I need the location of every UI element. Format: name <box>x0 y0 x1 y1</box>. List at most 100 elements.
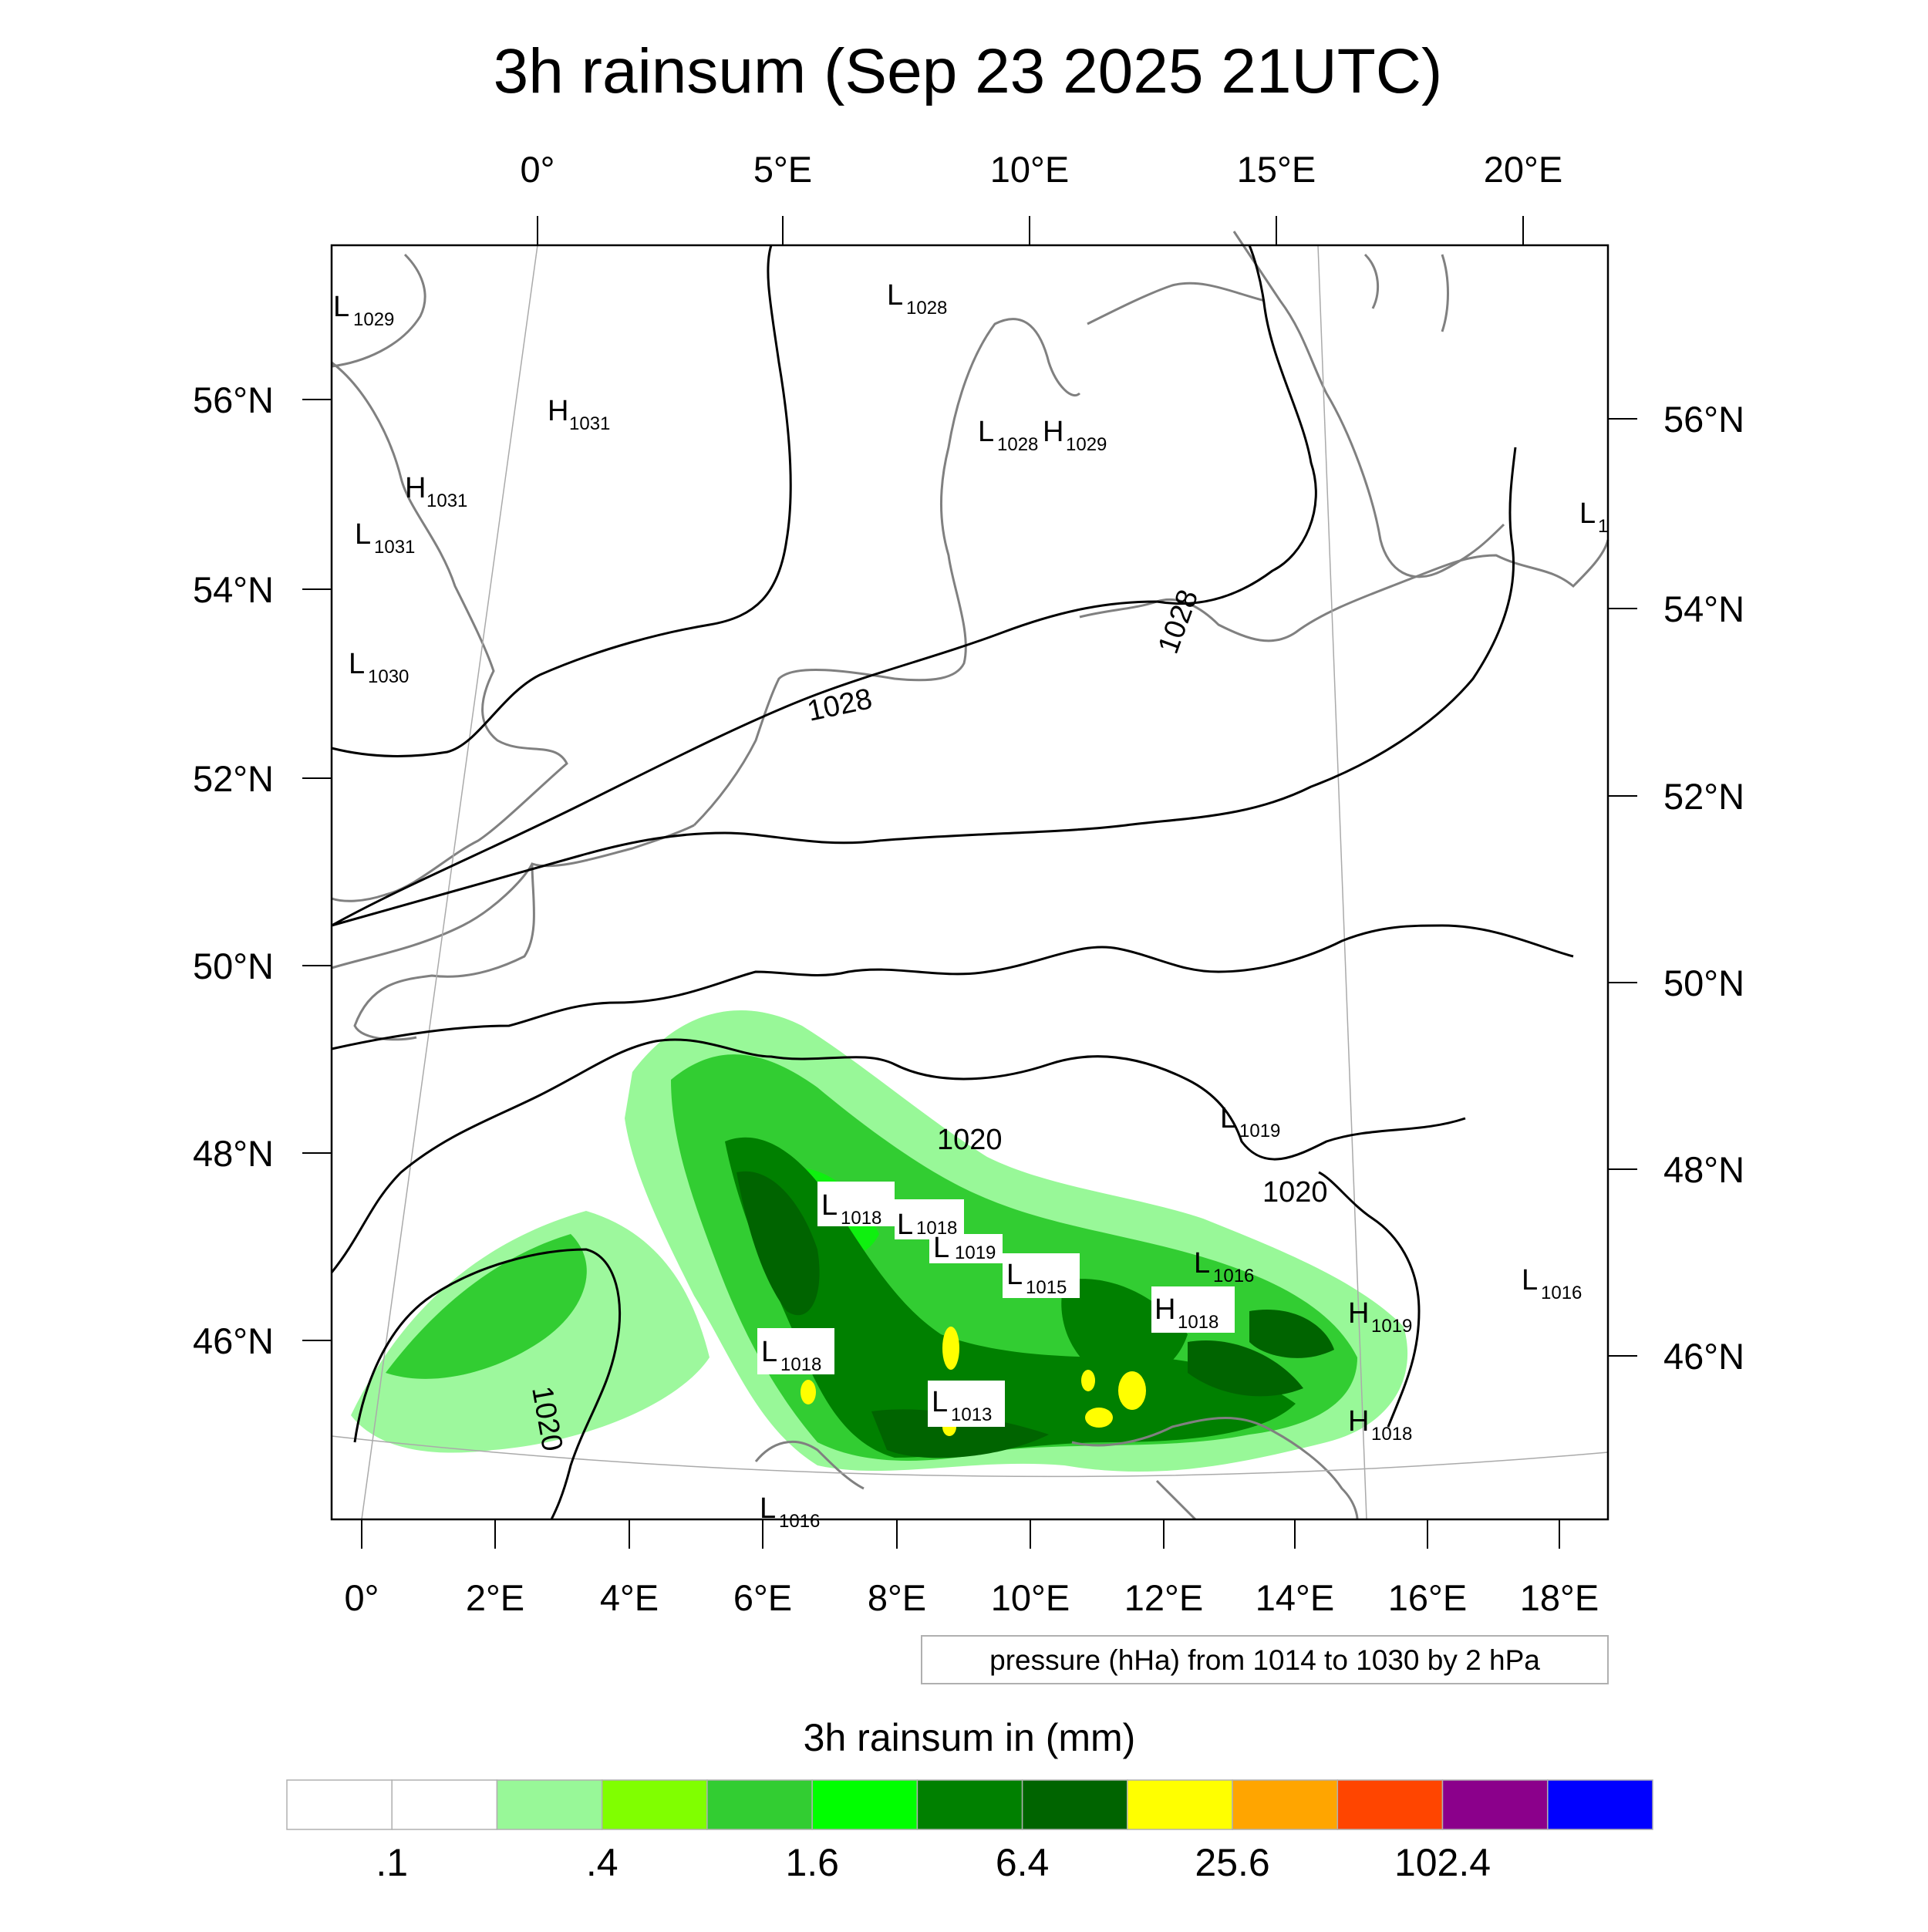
pressure-center-14: L 1016 <box>1194 1247 1254 1286</box>
right-lat-label-1: 54°N <box>1663 588 1744 629</box>
colorbar-label-0: .1 <box>376 1841 408 1884</box>
svg-text:1028: 1028 <box>997 434 1038 455</box>
isobar-middle <box>331 447 1517 927</box>
pressure-center-7: H 1029 <box>1043 416 1107 455</box>
svg-text:L: L <box>355 518 371 551</box>
svg-text:1019: 1019 <box>1371 1316 1412 1337</box>
svg-text:1028: 1028 <box>906 298 947 319</box>
top-lon-label-1: 5°E <box>753 149 812 190</box>
svg-text:L: L <box>1194 1247 1210 1280</box>
svg-text:L: L <box>761 1336 777 1368</box>
rain-area-darkest-green <box>736 1171 820 1316</box>
meridian-15e <box>1317 244 1367 1520</box>
pressure-center-0: L 1029 <box>333 291 394 330</box>
bottom-lon-label-6: 12°E <box>1124 1577 1203 1618</box>
pressure-center-4: L 1030 <box>349 648 409 687</box>
colorbar-box-3 <box>601 1779 708 1830</box>
svg-text:1016: 1016 <box>1213 1266 1254 1286</box>
svg-text:H: H <box>1154 1293 1175 1326</box>
pressure-center-6: L 1028 <box>978 416 1038 455</box>
pressure-center-20: H 1018 <box>1348 1405 1412 1445</box>
right-lat-label-4: 48°N <box>1663 1149 1744 1190</box>
svg-text:1019: 1019 <box>955 1242 996 1263</box>
rain-max-spots <box>801 1327 1146 1436</box>
colorbar-box-6 <box>916 1779 1023 1830</box>
rain-spot-5 <box>1118 1371 1146 1410</box>
bottom-lon-label-0: 0° <box>345 1577 379 1618</box>
pressure-center-13: L 1015 <box>1003 1253 1080 1298</box>
left-lat-label-4: 48°N <box>193 1133 274 1174</box>
colorbar: 3h rainsum in (mm) .1 .4 1.6 6.4 25.6 102.4 <box>286 1716 1653 1884</box>
colorbar-box-5 <box>811 1779 918 1830</box>
coastline-britain <box>331 253 568 902</box>
svg-text:L: L <box>760 1492 776 1525</box>
top-lon-label-2: 10°E <box>990 149 1069 190</box>
rain-area-darkest-green-far-east <box>1249 1310 1334 1358</box>
colorbar-label-2: 1.6 <box>785 1841 839 1884</box>
svg-text:H: H <box>1348 1297 1369 1330</box>
colorbar-box-4 <box>706 1779 813 1830</box>
meridian-0 <box>361 244 538 1520</box>
bottom-lon-label-2: 4°E <box>600 1577 659 1618</box>
rain-area-dark-green-main <box>725 1137 1296 1458</box>
colorbar-box-0 <box>286 1779 393 1830</box>
colorbar-title: 3h rainsum in (mm) <box>804 1716 1136 1759</box>
svg-text:1013: 1013 <box>951 1404 992 1425</box>
colorbar-label-1: .4 <box>586 1841 619 1884</box>
svg-text:1029: 1029 <box>1066 434 1107 455</box>
rain-area-dark-green-east <box>1061 1279 1188 1378</box>
svg-text:L: L <box>978 416 994 448</box>
svg-text:1029: 1029 <box>353 309 394 330</box>
pressure-center-5: L 1028 <box>887 279 947 319</box>
pressure-center-1: H 1031 <box>548 395 610 434</box>
svg-text:1018: 1018 <box>841 1208 881 1229</box>
colorbar-box-8 <box>1127 1779 1233 1830</box>
rain-spot-6 <box>1085 1408 1113 1428</box>
svg-text:1018: 1018 <box>780 1354 821 1375</box>
coastline-adriatic <box>1071 1416 1359 1521</box>
bottom-lon-label-9: 18°E <box>1520 1577 1599 1618</box>
map-plot-area: L 1029 H 1031 H 1031 L 1031 L 1030 L 1028 L 102… <box>330 231 1609 1532</box>
rain-area-darkest-green-south-east <box>1188 1340 1303 1397</box>
pressure-center-10: L 1018 <box>817 1182 895 1229</box>
rain-area-green-west <box>386 1234 587 1379</box>
colorbar-box-12 <box>1547 1779 1653 1830</box>
svg-text:L: L <box>897 1209 913 1241</box>
bottom-lon-label-1: 2°E <box>466 1577 524 1618</box>
svg-text:1016: 1016 <box>779 1511 820 1532</box>
bottom-lon-label-5: 10°E <box>991 1577 1070 1618</box>
pressure-center-9: L 1019 <box>1220 1102 1280 1141</box>
left-lat-label-2: 52°N <box>193 758 274 799</box>
rain-spot-1 <box>801 1380 816 1404</box>
colorbar-label-3: 6.4 <box>996 1841 1050 1884</box>
svg-text:1031: 1031 <box>426 491 467 511</box>
colorbar-box-7 <box>1021 1779 1128 1830</box>
svg-text:L: L <box>887 279 903 312</box>
left-lat-label-5: 46°N <box>193 1320 274 1361</box>
pressure-center-21: L 1016 <box>760 1492 820 1532</box>
right-latitude-axis: 56°N 54°N 52°N 50°N 48°N 46°N <box>1608 399 1744 1377</box>
isobars <box>330 244 1574 1520</box>
colorbar-box-11 <box>1441 1779 1549 1830</box>
rain-spot-4 <box>1081 1370 1095 1391</box>
isobar-north-1 <box>331 244 792 757</box>
pressure-center-16: L 1016 <box>1522 1264 1582 1303</box>
colorbar-box-9 <box>1232 1779 1339 1830</box>
coastline-france-north <box>331 824 695 1041</box>
colorbar-box-2 <box>496 1779 603 1830</box>
colorbar-box-1 <box>391 1779 498 1830</box>
graticule <box>331 244 1609 1520</box>
isobar-east <box>1318 1171 1421 1428</box>
left-lat-label-3: 50°N <box>193 946 274 986</box>
pressure-centers: L 1029 H 1031 H 1031 L 1031 L 1030 L 1028 L 102… <box>333 279 1608 1532</box>
svg-text:L: L <box>1220 1102 1236 1135</box>
bottom-lon-label-3: 6°E <box>733 1577 792 1618</box>
contour-info-box: pressure (hHa) from 1014 to 1030 by 2 hP… <box>921 1635 1609 1684</box>
bottom-longitude-axis: 0° 2°E 4°E 6°E 8°E 10°E 12°E 14°E 16°E 1… <box>345 1519 1599 1618</box>
rain-spot-2 <box>942 1327 959 1370</box>
svg-text:L: L <box>1006 1259 1023 1291</box>
svg-text:H: H <box>1348 1405 1369 1438</box>
coastline-ligurian <box>754 1440 865 1490</box>
top-lon-label-0: 0° <box>521 149 555 190</box>
